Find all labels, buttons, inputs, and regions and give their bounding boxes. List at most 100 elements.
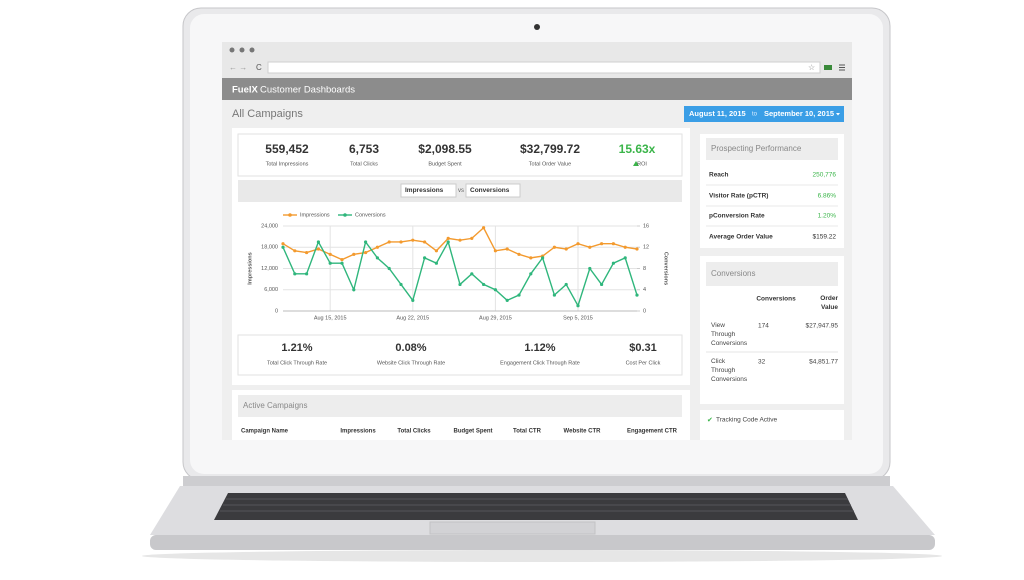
hinge [183,476,890,486]
column-header: Total Clicks [397,429,431,435]
panel-title: Prospecting Performance [711,144,802,153]
summary-value: $2,098.55 [418,142,472,156]
touchpad [429,521,596,535]
dropdown[interactable] [465,183,521,198]
row-value: $4,851.77 [809,359,838,366]
series-point [611,242,616,246]
rate-value: 1.21% [281,342,312,354]
dropdown[interactable] [400,183,457,198]
row-label: Click Through Conversions [711,358,748,383]
series-point [446,240,450,244]
summary-value: 15.63x [619,142,656,156]
series-point [588,266,592,271]
series-point [434,261,438,265]
legend-marker [288,213,292,217]
series-point [364,250,368,255]
series-point [623,256,627,260]
series-point [399,282,403,287]
x-tick-label: Sep 5, 2015 [563,315,593,321]
star-icon[interactable]: ☆ [808,63,815,72]
series-point [352,252,356,256]
tracking-status: Tracking Code Active [716,417,778,424]
selector-vs: vs [458,188,464,194]
series-point [399,240,403,244]
column-header: Total CTR [513,429,542,435]
y2-tick-label: 4 [643,287,646,293]
window-dot[interactable] [249,47,255,53]
series-point [588,245,592,249]
summary-value: 559,452 [265,142,309,156]
series-point [576,242,580,246]
metric-value: 6.86% [818,193,837,200]
series-point [493,288,497,292]
y-tick-label: 12,000 [261,266,278,272]
series-point [458,238,462,242]
y2-axis-label: Conversions [663,252,669,285]
page-title: All Campaigns [232,108,303,120]
rate-value: 1.12% [524,342,555,354]
series-point [482,282,486,287]
check-icon: ✔ [707,417,713,424]
reload-icon[interactable]: C [256,63,262,72]
series-point [529,256,533,260]
series-point [623,245,627,249]
date-button[interactable] [684,106,844,122]
column-header: Order Value [820,295,838,311]
window-dot[interactable] [229,47,235,53]
legend-label: Impressions [300,212,330,218]
series-point [552,293,557,297]
window-dot[interactable] [239,47,245,53]
series-point [493,249,497,253]
column-header: Budget Spent [454,429,493,435]
rate-label: Cost Per Click [626,360,661,366]
series-point [446,236,450,240]
rates-box [237,334,683,376]
y-tick-label: 18,000 [261,245,278,251]
keyboard [214,493,858,520]
camera [534,24,540,30]
menu-icon[interactable] [839,64,845,71]
y2-tick-label: 8 [643,266,646,272]
series-point [316,240,320,244]
address-bar[interactable] [267,61,821,74]
metric-value: $159.22 [813,234,837,241]
legend-label: Conversions [355,212,386,218]
extension-icon[interactable] [824,65,832,70]
series-point [387,240,391,244]
series-point [611,261,616,265]
date-end: September 10, 2015 [764,109,834,118]
series-point [423,240,427,244]
series-point [352,288,356,292]
app-header [222,78,852,100]
series-point [600,242,604,246]
rate-value: $0.31 [629,342,657,354]
panel-title: Active Campaigns [243,401,307,410]
series-point [482,226,486,230]
date-separator: to [752,112,758,118]
series-point [423,256,427,260]
x-tick-label: Aug 29, 2015 [479,315,512,321]
series-point [364,240,368,244]
base-front [150,535,935,550]
series-point [305,250,309,255]
column-header: Website CTR [564,429,602,435]
caret [836,113,840,116]
series-point [281,242,285,246]
series-point [281,245,285,249]
y-tick-label: 6,000 [264,287,278,293]
series-point [505,298,509,302]
nav-icons[interactable]: ← → [229,63,247,72]
series-point [635,293,639,297]
y2-tick-label: 0 [643,308,646,314]
series-point [305,272,309,276]
app-title: Customer Dashboards [260,85,355,96]
series-point [458,282,462,287]
series-point [387,266,391,271]
y2-tick-label: 16 [643,223,649,229]
y-tick-label: 0 [275,308,278,314]
up-arrow [633,161,639,166]
shadow [142,550,942,562]
series-point [529,272,533,276]
